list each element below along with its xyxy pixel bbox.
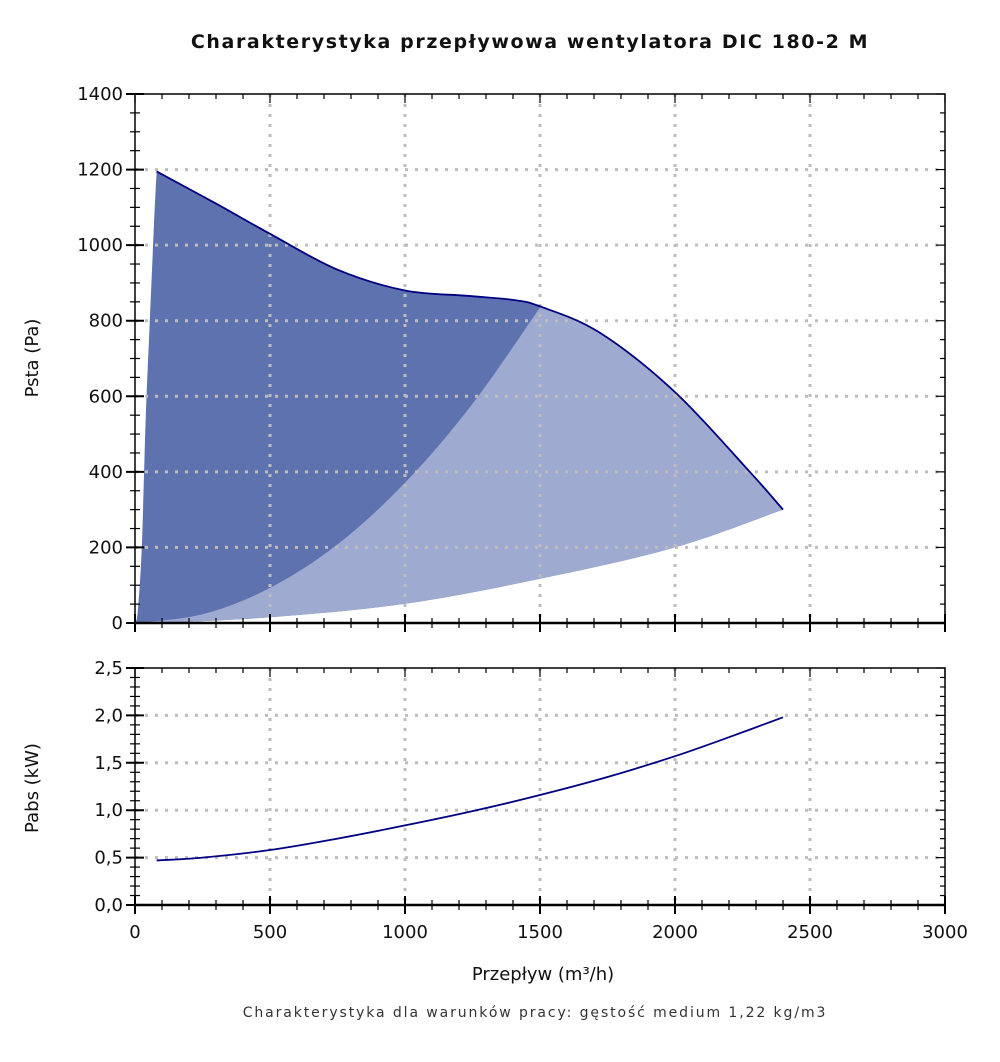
x-tick-label: 0 [129, 922, 140, 943]
x-tick-label: 2500 [787, 922, 833, 943]
y-tick-label: 1400 [77, 84, 123, 105]
y-tick-label: 0,5 [94, 848, 123, 869]
footnote: Charakterystyka dla warunków pracy: gęst… [243, 1005, 828, 1021]
y-tick-label: 400 [89, 462, 123, 483]
y-tick-label: 2,5 [94, 658, 123, 679]
y-tick-label: 1000 [77, 235, 123, 256]
y-tick-label: 1,0 [94, 800, 123, 821]
y-tick-label: 600 [89, 386, 123, 407]
x-tick-label: 500 [253, 922, 287, 943]
y-axis-label-pressure: Psta (Pa) [22, 319, 43, 398]
power-curve-line [156, 716, 784, 862]
y-axis-label-power: Pabs (kW) [22, 743, 43, 833]
x-tick-label: 1500 [517, 922, 563, 943]
x-tick-label: 2000 [652, 922, 698, 943]
x-tick-label: 3000 [922, 922, 968, 943]
operating-area-light [135, 306, 783, 623]
chart-title: Charakterystyka przepływowa wentylatora … [191, 31, 869, 53]
y-tick-label: 1,5 [94, 753, 123, 774]
x-axis-label: Przepływ (m³/h) [472, 964, 614, 985]
x-tick-label: 1000 [382, 922, 428, 943]
y-tick-label: 0,0 [94, 895, 123, 916]
y-tick-label: 200 [89, 537, 123, 558]
fan-curve-line [156, 170, 784, 511]
y-tick-label: 0 [112, 613, 123, 634]
y-tick-label: 800 [89, 311, 123, 332]
y-tick-label: 1200 [77, 160, 123, 181]
y-tick-label: 2,0 [94, 705, 123, 726]
